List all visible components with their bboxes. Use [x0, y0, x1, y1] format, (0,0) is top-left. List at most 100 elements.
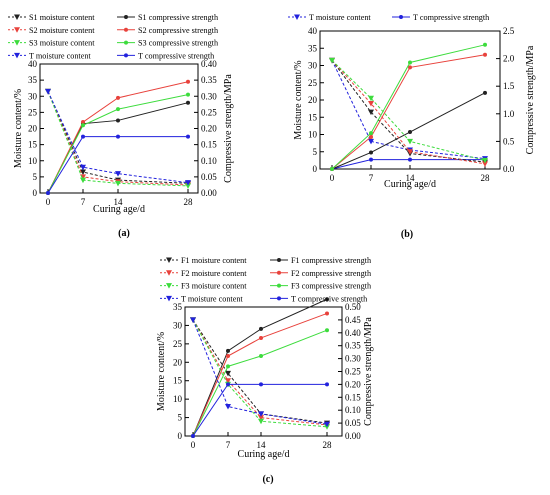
y-left-tick-label: 30 [308, 61, 318, 71]
y-left-tick-label: 25 [308, 78, 318, 88]
y-right-tick-label: 0.5 [503, 136, 515, 146]
y-right-axis-label: Compressive strength/MPa [525, 45, 536, 154]
data-point-triangle [185, 183, 191, 189]
panel-label: (a) [118, 228, 130, 239]
legend-swatch-marker [124, 53, 128, 58]
legend-swatch-marker [14, 52, 20, 59]
legend-item-label: T moisture content [181, 294, 243, 303]
series-line [192, 319, 328, 428]
series-line [331, 60, 486, 160]
legend-item-label: S3 moisture content [29, 39, 95, 48]
data-point-triangle [115, 180, 121, 187]
y-left-tick-label: 20 [28, 124, 38, 134]
data-point-triangle [190, 317, 196, 323]
series-line [331, 159, 485, 170]
legend-swatch-marker [166, 270, 172, 276]
legend-swatch-marker [277, 258, 281, 262]
x-tick-label: 14 [406, 173, 416, 183]
x-tick-label: 14 [257, 440, 267, 450]
data-point-circle [408, 130, 412, 135]
legend-item-label: S1 moisture content [29, 13, 95, 22]
y-right-tick-label: 2.5 [503, 26, 515, 36]
series-line [47, 91, 189, 184]
data-point-circle [186, 134, 190, 139]
y-left-tick-label: 15 [308, 112, 318, 122]
plot-frame [184, 306, 343, 437]
data-point-circle [226, 364, 230, 369]
series-line [192, 312, 328, 437]
series-line [192, 298, 328, 437]
x-tick-label: 14 [114, 197, 124, 207]
y-right-tick-label: 0.10 [345, 405, 361, 415]
data-point-triangle [225, 404, 231, 410]
x-tick-label: 7 [369, 173, 374, 183]
data-point-triangle [80, 177, 86, 184]
y-left-tick-label: 30 [28, 91, 38, 101]
legend-item-label: S2 compressive strength [138, 26, 218, 35]
y-left-tick-label: 35 [28, 75, 38, 85]
data-point-triangle [225, 378, 231, 384]
y-right-tick-label: 1.5 [503, 81, 515, 91]
legend-item-label: S2 moisture content [29, 26, 95, 35]
data-point-circle [186, 79, 190, 84]
data-point-circle [81, 134, 85, 139]
data-point-circle [186, 92, 190, 97]
x-tick-label: 7 [226, 440, 231, 450]
data-point-circle [330, 167, 334, 171]
y-right-tick-label: 0.00 [345, 431, 361, 441]
data-point-circle [259, 382, 263, 387]
data-point-circle [408, 157, 412, 162]
y-right-tick-label: 0.20 [201, 124, 217, 134]
data-point-circle [81, 120, 85, 125]
series-line [331, 59, 486, 161]
x-axis-label: Curing age/d [238, 449, 290, 460]
y-right-tick-label: 0.35 [201, 75, 217, 85]
legend-swatch-marker [124, 40, 128, 45]
data-point-circle [259, 354, 263, 359]
data-point-circle [369, 131, 373, 136]
data-point-triangle [368, 138, 374, 145]
data-point-circle [226, 354, 230, 359]
data-point-circle [483, 90, 487, 95]
data-point-triangle [45, 88, 51, 95]
legend-item-label: F3 compressive strength [291, 282, 371, 291]
y-right-tick-label: 1.0 [503, 109, 515, 119]
series-line [192, 329, 328, 437]
data-point-triangle [329, 57, 335, 64]
legend-item-label: F1 compressive strength [291, 256, 371, 265]
series-line [331, 54, 486, 170]
y-right-axis-label: Compressive strength/MPa [363, 317, 374, 426]
y-right-tick-label: 0.10 [201, 156, 217, 166]
x-tick-label: 0 [330, 173, 335, 183]
series-line [331, 92, 486, 170]
y-right-tick-label: 0.40 [201, 59, 217, 69]
y-left-tick-label: 35 [173, 302, 183, 312]
legend-swatch-marker [277, 296, 281, 301]
y-right-tick-label: 0.35 [345, 341, 361, 351]
y-right-tick-label: 0.45 [345, 315, 361, 325]
series-line [47, 81, 189, 194]
y-left-tick-label: 15 [173, 376, 183, 386]
x-tick-label: 0 [46, 197, 51, 207]
legend-swatch-marker [14, 40, 20, 46]
y-left-tick-label: 0 [313, 164, 318, 174]
data-point-triangle [258, 415, 264, 421]
y-right-tick-label: 0.30 [345, 354, 361, 364]
y-left-tick-label: 10 [28, 156, 38, 166]
data-point-circle [369, 134, 373, 139]
data-point-circle [369, 157, 373, 162]
data-point-triangle [482, 161, 488, 167]
legend-swatch-marker [277, 283, 281, 288]
data-point-circle [259, 335, 263, 340]
series-line [47, 91, 189, 186]
series-line [192, 383, 327, 437]
legend-item-label: F3 moisture content [181, 282, 247, 291]
data-point-triangle [407, 138, 413, 145]
y-left-tick-label: 10 [173, 394, 183, 404]
legend-item-label: T compressive strength [138, 51, 214, 60]
y-right-tick-label: 0.15 [345, 392, 361, 402]
legend-item-label: T compressive strength [291, 294, 367, 303]
legend-swatch-marker [124, 15, 128, 19]
series-line [192, 319, 328, 426]
data-point-triangle [407, 149, 413, 155]
